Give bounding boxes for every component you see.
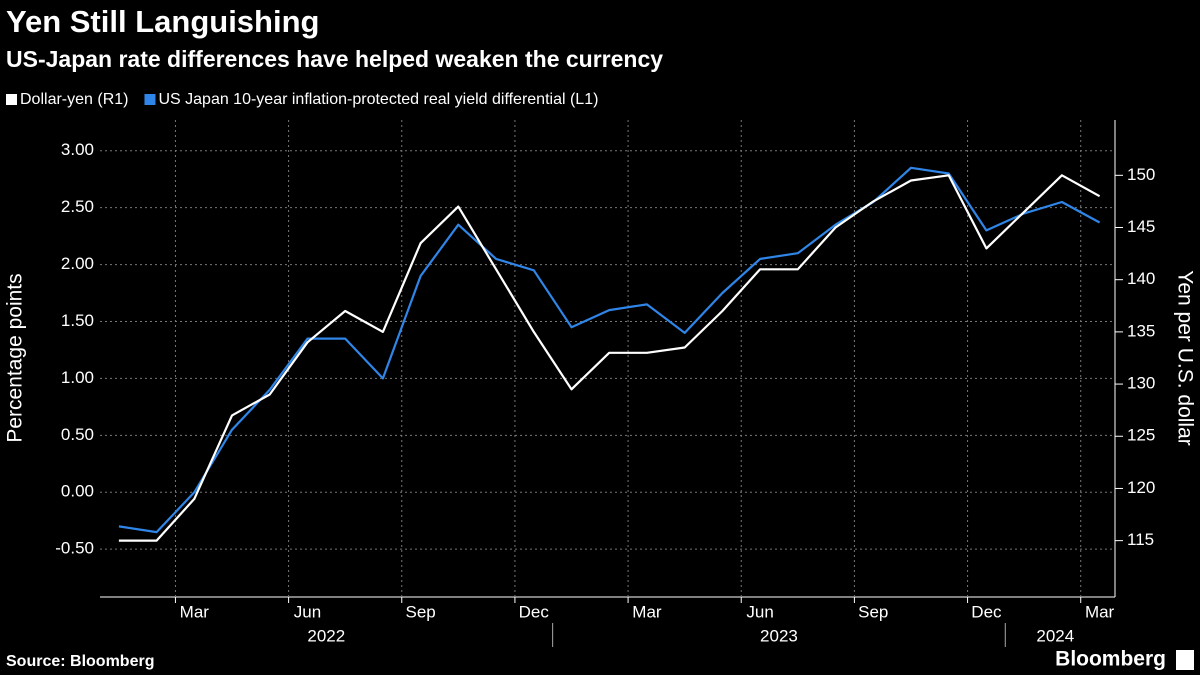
y2-tick-label: 125 <box>1127 426 1155 445</box>
x-tick-label: Mar <box>180 602 210 621</box>
x-tick-label: Jun <box>294 602 321 621</box>
chart-title: Yen Still Languishing <box>6 4 319 39</box>
legend-swatch <box>144 94 156 105</box>
year-label: 2022 <box>307 626 345 645</box>
source: Source: Bloomberg <box>6 653 154 670</box>
y-tick-label: 2.50 <box>61 197 94 216</box>
y-tick-label: -0.50 <box>55 539 94 558</box>
x-tick-label: Dec <box>971 602 1002 621</box>
y2-tick-label: 120 <box>1127 478 1155 497</box>
legend-label: US Japan 10-year inflation-protected rea… <box>158 91 598 108</box>
x-tick-label: Mar <box>1085 602 1115 621</box>
legend-swatch <box>6 94 17 105</box>
y2-tick-label: 135 <box>1127 321 1155 340</box>
y2-tick-label: 115 <box>1127 530 1154 549</box>
y2-tick-label: 140 <box>1127 269 1155 288</box>
x-tick-label: Mar <box>632 602 662 621</box>
x-tick-label: Sep <box>405 602 435 621</box>
y-tick-label: 0.00 <box>61 482 94 501</box>
series-line <box>118 174 1101 542</box>
series-line <box>118 166 1101 534</box>
y2-tick-label: 150 <box>1127 165 1155 184</box>
x-tick-label: Sep <box>858 602 888 621</box>
y-tick-label: 1.50 <box>61 311 94 330</box>
x-tick-label: Jun <box>746 602 773 621</box>
x-tick-label: Dec <box>519 602 550 621</box>
y2-tick-label: 130 <box>1127 374 1155 393</box>
y-axis-label: Percentage points <box>4 273 27 442</box>
y-tick-label: 0.50 <box>61 425 94 444</box>
year-label: 2023 <box>760 626 798 645</box>
brand-icon <box>1176 650 1194 670</box>
y2-axis-label: Yen per U.S. dollar <box>1173 270 1196 446</box>
y-tick-label: 2.00 <box>61 254 94 273</box>
brand: Bloomberg <box>1055 648 1166 671</box>
y2-tick-label: 145 <box>1127 217 1155 236</box>
legend-label: Dollar-yen (R1) <box>20 91 128 108</box>
year-label: 2024 <box>1036 626 1074 645</box>
chart-subtitle: US-Japan rate differences have helped we… <box>6 46 663 72</box>
y-tick-label: 1.00 <box>61 368 94 387</box>
y-tick-label: 3.00 <box>61 140 94 159</box>
